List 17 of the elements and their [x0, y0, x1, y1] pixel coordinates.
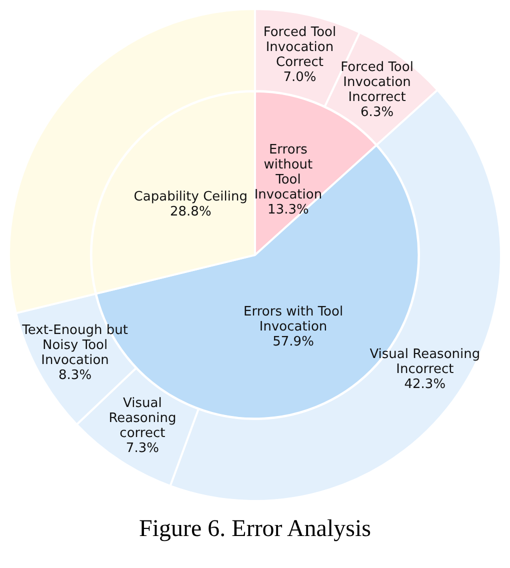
slice-label: Errors with Tool Invocation: [244, 304, 344, 335]
data-label: 57.9%: [272, 334, 314, 350]
data-label: 7.0%: [283, 70, 316, 85]
data-label: 13.3%: [268, 202, 309, 218]
slice-label: Forced Tool Invocation Incorrect: [340, 60, 414, 106]
caption: Figure 6. Error Analysis: [138, 516, 372, 543]
data-label: 7.3%: [126, 441, 159, 456]
data-label: 6.3%: [360, 105, 394, 120]
slice-label: Text-Enough but Noisy Tool Invocation: [21, 323, 128, 368]
data-label: 42.3%: [404, 377, 446, 392]
data-label: 28.8%: [170, 204, 212, 220]
slice-label: Capability Ceiling: [134, 189, 248, 204]
slice-label: Visual Reasoning correct: [108, 396, 176, 442]
slice-label: Visual Reasoning Incorrect: [370, 347, 480, 378]
slice-label: Errors without Tool Invocation: [254, 142, 322, 203]
data-label: 8.3%: [58, 368, 92, 384]
slice-label: Forced Tool Invocation Correct: [263, 24, 336, 70]
